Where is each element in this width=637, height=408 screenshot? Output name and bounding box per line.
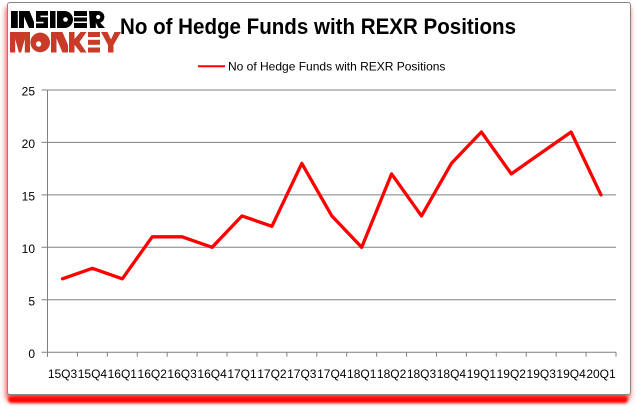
svg-text:17Q4: 17Q4 bbox=[317, 367, 347, 381]
svg-text:19Q2: 19Q2 bbox=[497, 367, 527, 381]
svg-text:25: 25 bbox=[22, 85, 36, 99]
svg-text:16Q1: 16Q1 bbox=[108, 367, 138, 381]
svg-text:19Q4: 19Q4 bbox=[556, 367, 586, 381]
svg-text:15Q4: 15Q4 bbox=[78, 367, 108, 381]
svg-text:18Q3: 18Q3 bbox=[407, 367, 437, 381]
svg-text:No of Hedge Funds with REXR Po: No of Hedge Funds with REXR Positions bbox=[228, 60, 445, 74]
svg-text:No of Hedge Funds with REXR Po: No of Hedge Funds with REXR Positions bbox=[120, 14, 516, 39]
svg-text:17Q2: 17Q2 bbox=[257, 367, 287, 381]
svg-text:15Q3: 15Q3 bbox=[48, 367, 78, 381]
svg-text:10: 10 bbox=[22, 242, 36, 256]
svg-text:16Q2: 16Q2 bbox=[138, 367, 168, 381]
svg-text:17Q3: 17Q3 bbox=[287, 367, 317, 381]
svg-text:15: 15 bbox=[22, 190, 36, 204]
svg-text:20: 20 bbox=[22, 137, 36, 151]
svg-text:18Q1: 18Q1 bbox=[347, 367, 377, 381]
svg-text:19Q1: 19Q1 bbox=[467, 367, 497, 381]
svg-text:18Q4: 18Q4 bbox=[437, 367, 467, 381]
svg-text:19Q3: 19Q3 bbox=[527, 367, 557, 381]
svg-text:17Q1: 17Q1 bbox=[227, 367, 257, 381]
svg-text:18Q2: 18Q2 bbox=[377, 367, 407, 381]
svg-text:16Q4: 16Q4 bbox=[197, 367, 227, 381]
svg-text:0: 0 bbox=[28, 347, 35, 361]
svg-text:5: 5 bbox=[28, 294, 35, 308]
svg-text:16Q3: 16Q3 bbox=[167, 367, 197, 381]
svg-text:20Q1: 20Q1 bbox=[586, 367, 616, 381]
